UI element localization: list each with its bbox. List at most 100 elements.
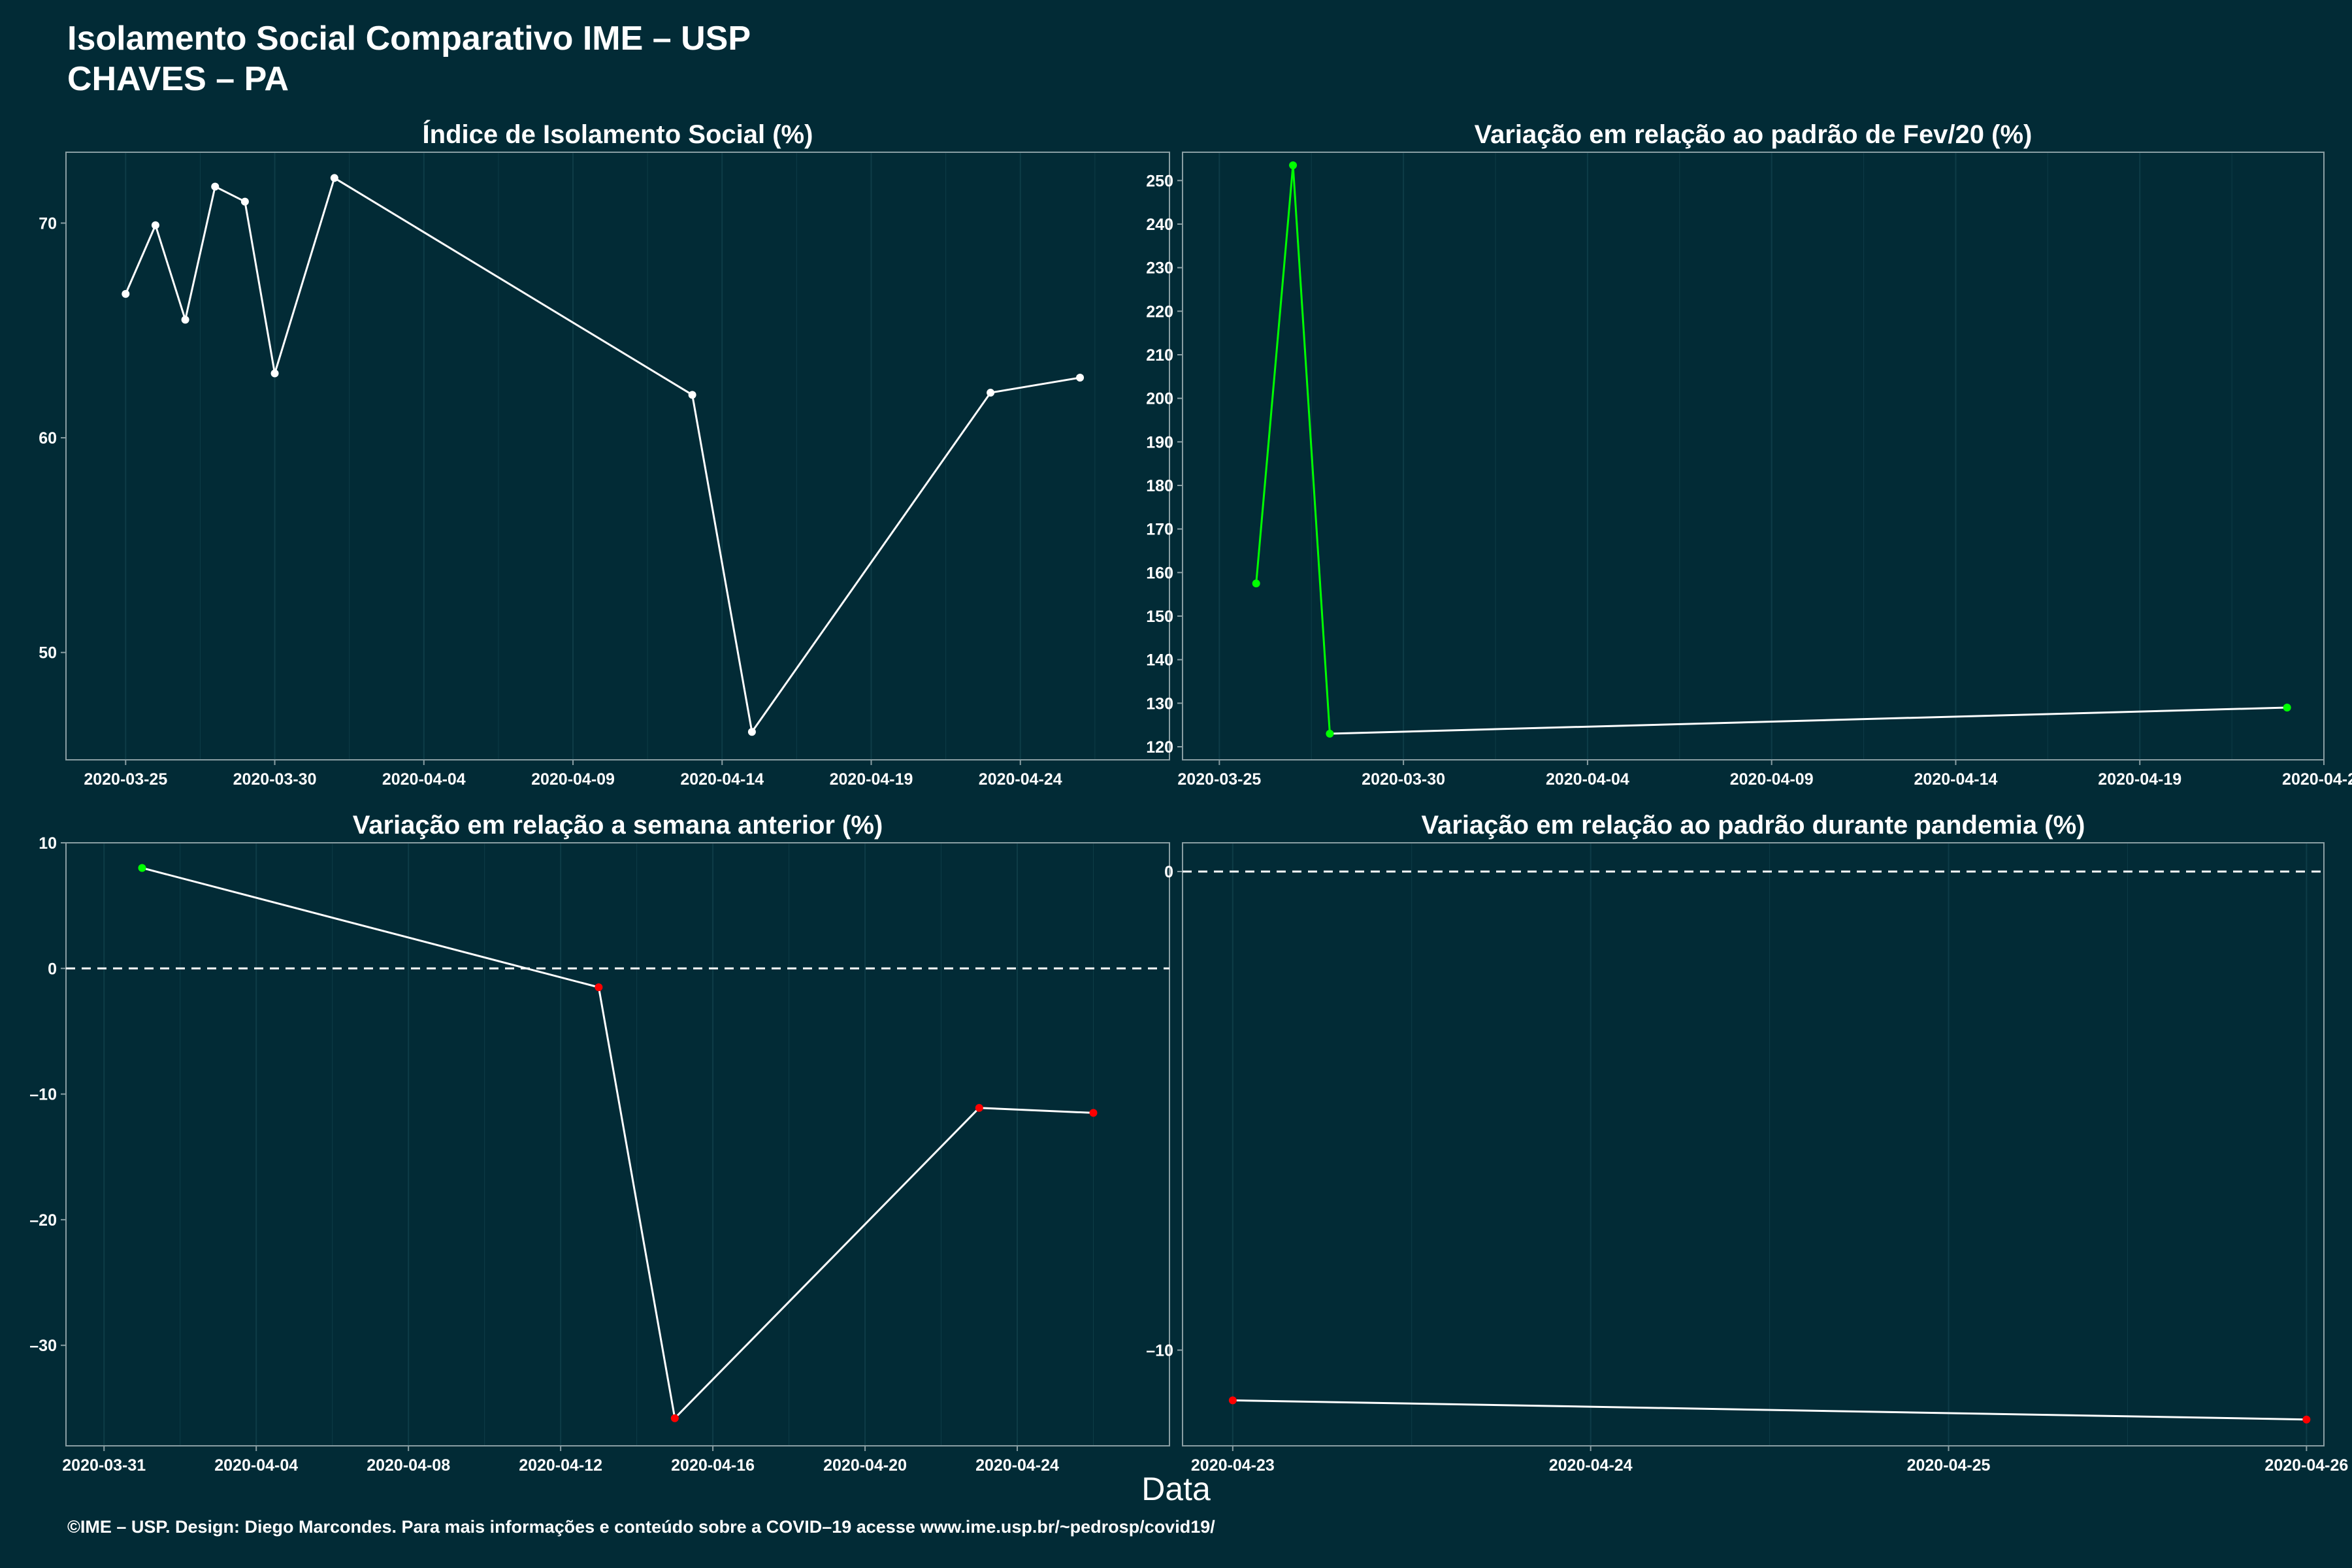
y-tick-label: 200 — [1146, 390, 1173, 408]
panel-isolamento: Índice de Isolamento Social (%) 2020-03-… — [39, 120, 1170, 789]
panel-isolamento-title: Índice de Isolamento Social (%) — [423, 120, 813, 149]
series-segment — [751, 392, 992, 733]
x-tick-label: 2020-04-14 — [680, 770, 764, 789]
panel-variacao-fev: Variação em relação ao padrão de Fev/20 … — [1146, 120, 2352, 789]
y-tick-label: 210 — [1146, 346, 1173, 365]
series-segment — [979, 1107, 1094, 1114]
panel-frame — [1182, 842, 2325, 1446]
x-tick-label: 2020-04-16 — [671, 1456, 755, 1475]
data-point — [1289, 161, 1298, 169]
x-tick-label: 2020-03-25 — [1177, 770, 1261, 789]
footer-credits: ©IME – USP. Design: Diego Marcondes. Par… — [67, 1517, 1215, 1537]
data-point — [688, 391, 696, 399]
y-tick-label: 170 — [1146, 521, 1173, 539]
data-point — [270, 369, 279, 378]
y-tick-label: 160 — [1146, 564, 1173, 582]
data-point — [330, 174, 338, 182]
data-point — [1326, 730, 1334, 738]
y-tick-label: –20 — [29, 1211, 57, 1230]
x-tick-label: 2020-04-12 — [519, 1456, 602, 1475]
x-tick-label: 2020-04-23 — [1191, 1456, 1275, 1475]
x-tick-label: 2020-04-24 — [2282, 770, 2352, 789]
y-tick-label: 180 — [1146, 477, 1173, 495]
data-point — [670, 1414, 679, 1422]
y-tick-label: 0 — [48, 960, 57, 978]
data-point — [1252, 580, 1260, 587]
series-segment — [990, 376, 1081, 394]
y-tick-label: 230 — [1146, 259, 1173, 278]
series-segment — [124, 225, 157, 295]
panel-frame — [65, 152, 1170, 760]
data-point — [1089, 1109, 1098, 1117]
data-point — [975, 1103, 983, 1112]
figure-subtitle: CHAVES – PA — [67, 60, 289, 98]
data-point — [1228, 1396, 1237, 1405]
x-tick-label: 2020-04-20 — [823, 1456, 907, 1475]
y-tick-label: 140 — [1146, 651, 1173, 670]
data-point — [138, 864, 146, 872]
y-tick-label: 10 — [39, 834, 57, 853]
x-tick-label: 2020-03-25 — [84, 770, 167, 789]
y-tick-label: 50 — [39, 644, 57, 662]
x-tick-label: 2020-04-09 — [531, 770, 615, 789]
data-point — [2302, 1415, 2311, 1424]
y-tick-label: 240 — [1146, 216, 1173, 234]
x-tick-label: 2020-04-09 — [1730, 770, 1814, 789]
x-tick-label: 2020-04-04 — [382, 770, 466, 789]
y-tick-label: 190 — [1146, 433, 1173, 451]
x-tick-label: 2020-04-26 — [2264, 1456, 2348, 1475]
panel-variacao-semana: Variação em relação a semana anterior (%… — [29, 811, 1170, 1475]
y-tick-label: –10 — [29, 1086, 57, 1104]
series-segment — [1232, 1399, 2307, 1421]
x-tick-label: 2020-03-30 — [1362, 770, 1445, 789]
x-tick-label: 2020-03-30 — [233, 770, 317, 789]
data-point — [122, 289, 130, 298]
panel-frame — [1182, 152, 2325, 760]
data-point — [595, 983, 603, 992]
series-segment — [597, 987, 676, 1418]
y-tick-label: –30 — [29, 1337, 57, 1355]
series-segment — [184, 186, 216, 320]
series-segment — [674, 1107, 980, 1419]
y-tick-label: 130 — [1146, 694, 1173, 713]
data-point — [1076, 374, 1085, 382]
y-tick-label: 220 — [1146, 302, 1173, 321]
figure-title: Isolamento Social Comparativo IME – USP — [67, 20, 751, 57]
x-axis-label: Data — [1141, 1471, 1211, 1507]
panel-variacao-pandemia: Variação em relação ao padrão durante pa… — [1146, 811, 2348, 1475]
data-point — [987, 389, 995, 397]
series-segment — [274, 177, 336, 374]
series-segment — [244, 201, 276, 374]
data-point — [747, 728, 756, 736]
y-tick-label: 150 — [1146, 608, 1173, 626]
series-segment — [334, 177, 693, 396]
x-tick-label: 2020-03-31 — [62, 1456, 146, 1475]
y-tick-label: 120 — [1146, 738, 1173, 757]
series-segment — [1255, 165, 1294, 584]
x-tick-label: 2020-04-24 — [979, 770, 1062, 789]
x-tick-label: 2020-04-19 — [830, 770, 913, 789]
panel-variacao-pandemia-title: Variação em relação ao padrão durante pa… — [1422, 811, 2085, 840]
x-tick-label: 2020-04-04 — [1546, 770, 1629, 789]
x-tick-label: 2020-04-24 — [1549, 1456, 1633, 1475]
x-tick-label: 2020-04-14 — [1914, 770, 1998, 789]
panel-variacao-semana-title: Variação em relação a semana anterior (%… — [353, 811, 883, 840]
data-point — [2283, 704, 2291, 711]
y-tick-label: 60 — [39, 429, 57, 448]
series-segment — [142, 867, 599, 988]
series-segment — [1292, 165, 1331, 734]
x-tick-label: 2020-04-24 — [975, 1456, 1059, 1475]
x-tick-label: 2020-04-19 — [2098, 770, 2181, 789]
panel-frame — [65, 842, 1170, 1446]
data-point — [240, 197, 249, 206]
series-segment — [1330, 706, 2287, 735]
y-tick-label: 70 — [39, 214, 57, 233]
panel-variacao-fev-title: Variação em relação ao padrão de Fev/20 … — [1475, 120, 2033, 149]
series-segment — [154, 225, 187, 320]
y-tick-label: 250 — [1146, 172, 1173, 190]
x-tick-label: 2020-04-08 — [367, 1456, 450, 1475]
x-tick-label: 2020-04-04 — [214, 1456, 298, 1475]
data-point — [211, 182, 220, 191]
